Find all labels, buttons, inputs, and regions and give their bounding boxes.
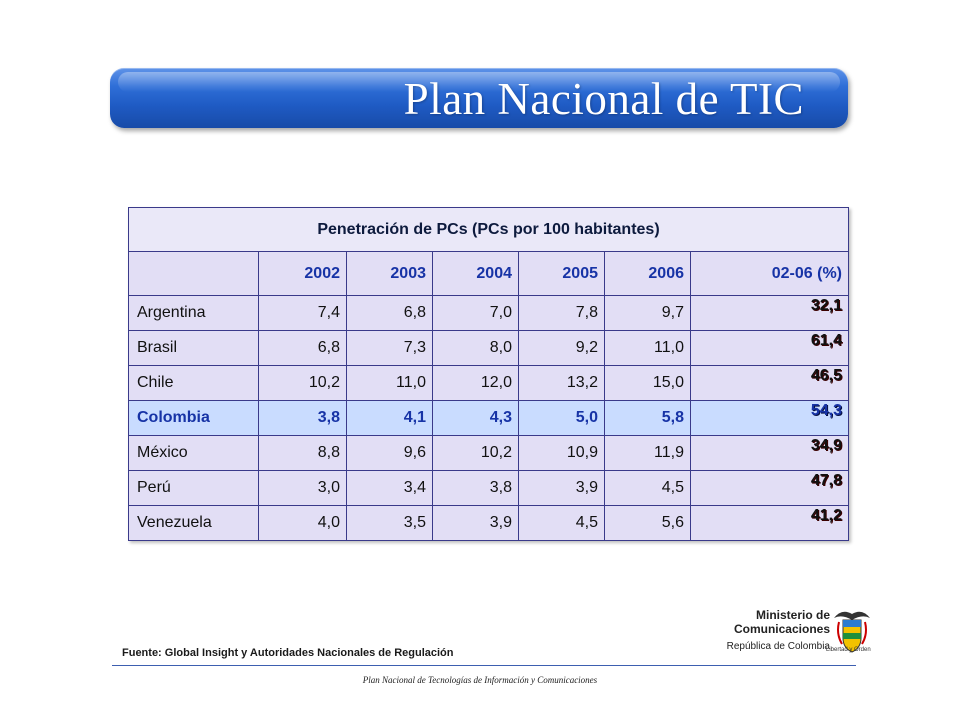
- value-cell: 5,0: [518, 400, 605, 436]
- country-cell: Brasil: [128, 330, 259, 366]
- footer-divider: [112, 665, 856, 666]
- table-caption-row: Penetración de PCs (PCs por 100 habitant…: [128, 207, 849, 252]
- value-cell: 3,4: [346, 470, 433, 506]
- growth-cell: 32,1: [690, 295, 849, 331]
- title-banner-gloss: [118, 72, 840, 92]
- growth-value: 61,4: [810, 332, 842, 349]
- header-cell-2006: 2006: [604, 251, 691, 296]
- value-cell: 7,8: [518, 295, 605, 331]
- country-cell: Venezuela: [128, 505, 259, 541]
- table-header-row: 2002 2003 2004 2005 2006 02-06 (%): [128, 251, 849, 296]
- table-caption: Penetración de PCs (PCs por 100 habitant…: [128, 207, 849, 252]
- value-cell: 3,5: [346, 505, 433, 541]
- growth-cell: 47,8: [690, 470, 849, 506]
- table-row: Perú 3,0 3,4 3,8 3,9 4,5 47,8: [128, 470, 849, 506]
- header-cell-2003: 2003: [346, 251, 433, 296]
- value-cell: 5,6: [604, 505, 691, 541]
- value-cell: 11,9: [604, 435, 691, 471]
- value-cell: 7,3: [346, 330, 433, 366]
- growth-value: 46,5: [810, 367, 842, 384]
- table-row: Venezuela 4,0 3,5 3,9 4,5 5,6 41,2: [128, 505, 849, 541]
- ministry-line-1: Ministerio de: [755, 608, 830, 622]
- value-cell: 3,9: [432, 505, 519, 541]
- ministry-line-3: República de Colombia: [726, 641, 830, 652]
- value-cell: 11,0: [604, 330, 691, 366]
- value-cell: 3,8: [432, 470, 519, 506]
- header-cell-2002: 2002: [258, 251, 347, 296]
- growth-value: 47,8: [810, 472, 842, 489]
- motto-text: Libertad y Orden: [826, 647, 871, 653]
- header-cell-growth: 02-06 (%): [690, 251, 849, 296]
- table-row: Chile 10,2 11,0 12,0 13,2 15,0 46,5: [128, 365, 849, 401]
- value-cell: 7,0: [432, 295, 519, 331]
- value-cell: 9,2: [518, 330, 605, 366]
- country-cell: Chile: [128, 365, 259, 401]
- page-title: Plan Nacional de TIC: [403, 74, 804, 124]
- growth-value: 41,2: [810, 507, 842, 524]
- header-cell-2005: 2005: [518, 251, 605, 296]
- value-cell: 4,1: [346, 400, 433, 436]
- value-cell: 3,0: [258, 470, 347, 506]
- footer-text: Plan Nacional de Tecnologías de Informac…: [362, 675, 598, 685]
- value-cell: 6,8: [346, 295, 433, 331]
- value-cell: 5,8: [604, 400, 691, 436]
- value-cell: 4,5: [518, 505, 605, 541]
- ministry-line-2: Comunicaciones: [733, 622, 830, 636]
- pc-penetration-table: Penetración de PCs (PCs por 100 habitant…: [128, 207, 849, 541]
- growth-cell: 41,2: [690, 505, 849, 541]
- value-cell: 10,9: [518, 435, 605, 471]
- ministry-logo: Ministerio de Comunicaciones República d…: [720, 608, 830, 654]
- coat-of-arms-icon: [834, 611, 870, 653]
- header-cell-2004: 2004: [432, 251, 519, 296]
- value-cell: 10,2: [432, 435, 519, 471]
- value-cell: 9,7: [604, 295, 691, 331]
- value-cell: 6,8: [258, 330, 347, 366]
- value-cell: 4,0: [258, 505, 347, 541]
- table-row: Brasil 6,8 7,3 8,0 9,2 11,0 61,4: [128, 330, 849, 366]
- table-row: México 8,8 9,6 10,2 10,9 11,9 34,9: [128, 435, 849, 471]
- growth-cell: 46,5: [690, 365, 849, 401]
- growth-value: 32,1: [810, 297, 842, 314]
- table-row: Argentina 7,4 6,8 7,0 7,8 9,7 32,1: [128, 295, 849, 331]
- country-cell: México: [128, 435, 259, 471]
- value-cell: 15,0: [604, 365, 691, 401]
- header-cell-blank: [128, 251, 259, 296]
- value-cell: 3,8: [258, 400, 347, 436]
- value-cell: 7,4: [258, 295, 347, 331]
- country-cell: Colombia: [128, 400, 259, 436]
- value-cell: 4,5: [604, 470, 691, 506]
- growth-cell: 34,9: [690, 435, 849, 471]
- country-cell: Argentina: [128, 295, 259, 331]
- value-cell: 3,9: [518, 470, 605, 506]
- growth-value: 54,3: [810, 402, 842, 419]
- growth-cell: 54,3: [690, 400, 849, 436]
- growth-cell: 61,4: [690, 330, 849, 366]
- value-cell: 4,3: [432, 400, 519, 436]
- value-cell: 9,6: [346, 435, 433, 471]
- value-cell: 12,0: [432, 365, 519, 401]
- value-cell: 11,0: [346, 365, 433, 401]
- country-cell: Perú: [128, 470, 259, 506]
- value-cell: 10,2: [258, 365, 347, 401]
- source-note: Fuente: Global Insight y Autoridades Nac…: [122, 647, 454, 659]
- title-banner: Plan Nacional de TIC: [110, 68, 848, 128]
- value-cell: 8,8: [258, 435, 347, 471]
- growth-value: 34,9: [810, 437, 842, 454]
- value-cell: 13,2: [518, 365, 605, 401]
- value-cell: 8,0: [432, 330, 519, 366]
- table-row-highlighted: Colombia 3,8 4,1 4,3 5,0 5,8 54,3: [128, 400, 849, 436]
